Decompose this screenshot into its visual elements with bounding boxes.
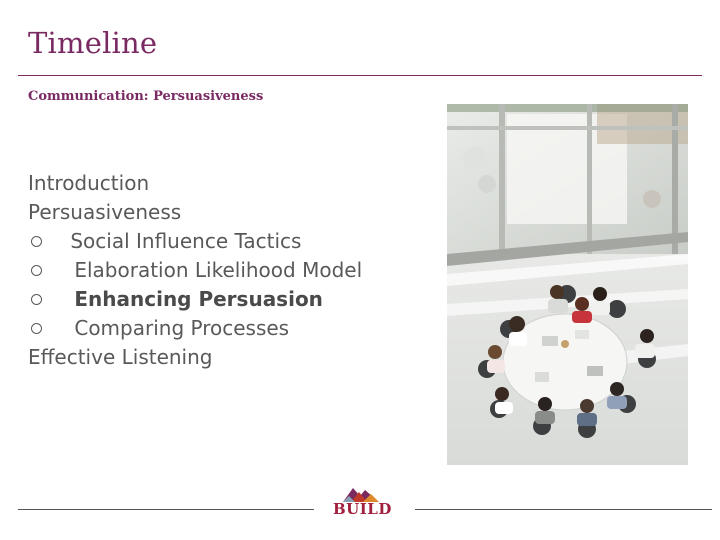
agenda-subitem-label: Elaboration Likelihood Model	[74, 258, 363, 282]
agenda-item: Introduction	[28, 169, 428, 198]
footer-rule-right	[415, 509, 712, 510]
agenda-item: Effective Listening	[28, 343, 428, 372]
agenda-subitem-label: Social Influence Tactics	[70, 229, 302, 253]
circle-bullet-icon	[31, 293, 42, 305]
title-divider	[18, 75, 702, 76]
circle-bullet-icon	[31, 264, 42, 276]
agenda-subitem: Comparing Processes	[28, 314, 428, 343]
agenda-subitem-label: Comparing Processes	[74, 316, 290, 340]
agenda-item-label: Persuasiveness	[28, 200, 182, 224]
agenda-subitem-label: Enhancing Persuasion	[74, 287, 323, 311]
agenda-item: Persuasiveness	[28, 198, 428, 227]
slide-subtitle: Communication: Persuasiveness	[28, 89, 264, 104]
build-logo-mountain-icon	[343, 488, 379, 502]
agenda-subitem: Elaboration Likelihood Model	[28, 256, 428, 285]
slide-title: Timeline	[28, 26, 158, 60]
circle-bullet-icon	[31, 322, 42, 334]
circle-bullet-icon	[31, 235, 42, 247]
agenda-list: Introduction Persuasiveness Social Influ…	[28, 169, 428, 372]
agenda-item-label: Introduction	[28, 171, 150, 195]
build-logo-text: BUILD	[333, 500, 392, 518]
agenda-subitem: Social Influence Tactics	[28, 227, 428, 256]
meeting-photo	[447, 104, 688, 465]
agenda-subitem-current: Enhancing Persuasion	[28, 285, 428, 314]
footer-rule-left	[18, 509, 314, 510]
agenda-item-label: Effective Listening	[28, 345, 213, 369]
